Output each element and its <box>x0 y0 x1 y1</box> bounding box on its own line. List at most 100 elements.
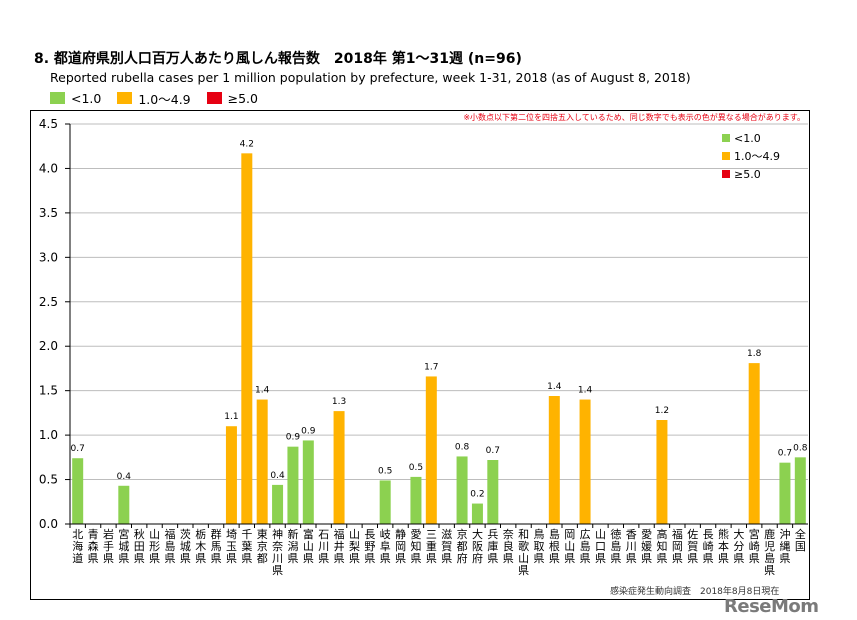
x-tick-label: 鳥取県 <box>533 527 544 565</box>
y-tick-label: 2.0 <box>39 339 58 353</box>
x-tick-label: 山梨県 <box>349 528 360 565</box>
data-label: 1.4 <box>547 382 562 392</box>
x-tick-label: 香川県 <box>626 528 637 565</box>
x-tick-label: 大分県 <box>733 527 744 565</box>
legend-item-high: ≥5.0 <box>206 90 258 106</box>
data-label: 0.7 <box>778 449 792 459</box>
inner-legend-swatch-low <box>722 134 730 142</box>
inner-legend-label-mid: 1.0～4.9 <box>734 150 780 163</box>
bar <box>656 420 668 524</box>
bar <box>456 456 468 524</box>
y-tick-label: 0.0 <box>39 517 58 531</box>
data-label: 0.7 <box>71 444 85 454</box>
bar <box>794 457 806 524</box>
legend-item-low: <1.0 <box>50 91 101 106</box>
gridlines <box>70 123 808 481</box>
legend-label-high: ≥5.0 <box>227 90 258 106</box>
y-tick-label: 2.5 <box>39 295 58 309</box>
x-tick-label: 岡山県 <box>564 528 575 565</box>
rounding-note: ※小数点以下第二位を四捨五入しているため、同じ数字でも表示の色が異なる場合があり… <box>463 112 805 122</box>
y-tick-label: 1.5 <box>39 384 58 398</box>
x-axis: 北海道青森県岩手県宮城県秋田県山形県福島県茨城県栃木県群馬県埼玉県千葉県東京都神… <box>69 523 808 577</box>
source-note: 感染症発生動向調査 2018年8月8日現在 <box>610 587 780 597</box>
x-tick-label: 佐賀県 <box>687 527 698 565</box>
bar <box>548 396 560 524</box>
x-tick-label: 石川県 <box>318 528 329 565</box>
y-tick-label: 0.5 <box>39 473 58 487</box>
legend-swatch-high <box>206 92 222 104</box>
data-label: 0.4 <box>117 472 132 482</box>
x-tick-label: 長野県 <box>364 528 375 565</box>
x-tick-label: 滋賀県 <box>441 528 452 565</box>
x-tick-label: 熊本県 <box>718 527 729 565</box>
bar <box>256 399 268 524</box>
x-tick-label: 和歌山県 <box>518 528 529 577</box>
legend-item-mid: 1.0～4.9 <box>117 89 191 108</box>
bar <box>748 363 760 524</box>
x-tick-label: 神奈川県 <box>272 527 283 577</box>
x-tick-label: 兵庫県 <box>487 528 498 565</box>
bar <box>471 503 483 524</box>
x-tick-label: 静岡県 <box>395 527 406 565</box>
x-tick-label: 富山県 <box>303 527 314 565</box>
data-label: 1.2 <box>655 406 669 416</box>
x-tick-label: 岩手県 <box>103 527 114 565</box>
x-tick-label: 広島県 <box>580 528 591 565</box>
chart-subtitle: Reported rubella cases per 1 million pop… <box>50 70 691 85</box>
bar <box>302 440 314 524</box>
bar <box>379 480 391 524</box>
data-label: 1.8 <box>747 349 762 359</box>
x-tick-label: 福井県 <box>334 527 345 565</box>
x-tick-label: 北海道 <box>72 528 83 565</box>
data-label: 0.8 <box>793 443 808 453</box>
inner-legend-swatch-mid <box>722 152 730 160</box>
data-label: 0.7 <box>486 446 500 456</box>
bar <box>287 446 299 524</box>
bar <box>272 484 284 524</box>
bar <box>118 485 130 524</box>
top-legend: <1.0 1.0～4.9 ≥5.0 <box>50 89 274 108</box>
y-tick-label: 3.5 <box>39 206 58 220</box>
bar <box>225 426 237 524</box>
y-axis: 0.0 0.5 1.0 1.5 2.0 2.5 3.0 3.5 4.0 4.5 <box>39 117 71 531</box>
inner-legend-label-high: ≥5.0 <box>734 168 761 181</box>
x-tick-label: 埼玉県 <box>226 527 237 565</box>
x-tick-label: 大阪府 <box>472 527 483 565</box>
x-tick-label: 東京都 <box>257 528 268 565</box>
x-tick-label: 宮崎県 <box>749 527 760 565</box>
legend-label-low: <1.0 <box>71 90 102 106</box>
bar <box>425 376 437 524</box>
x-tick-label: 秋田県 <box>134 527 145 565</box>
y-tick-label: 4.0 <box>39 161 58 175</box>
data-label: 0.9 <box>286 433 301 443</box>
bars: 0.70.41.14.21.40.40.90.91.30.5 0.51.70.80… <box>71 139 808 525</box>
bar <box>579 399 591 524</box>
x-tick-label: 京都府 <box>457 527 468 565</box>
data-label: 1.1 <box>224 412 238 422</box>
legend-swatch-mid <box>117 92 133 104</box>
x-tick-label: 高知県 <box>656 527 667 565</box>
watermark-logo: ReseMom <box>724 596 819 617</box>
legend-label-mid: 1.0～4.9 <box>138 91 191 107</box>
data-label: 1.3 <box>332 397 346 407</box>
inner-legend-label-low: <1.0 <box>734 132 761 145</box>
bar <box>410 476 422 524</box>
x-tick-label: 福岡県 <box>672 527 683 565</box>
y-tick-label: 3.0 <box>39 250 58 264</box>
x-tick-label: 三重県 <box>426 528 437 565</box>
bar <box>779 462 791 524</box>
x-tick-label: 宮城県 <box>118 527 129 565</box>
x-tick-label: 栃木県 <box>195 527 206 565</box>
data-label: 1.4 <box>578 386 593 396</box>
x-tick-label: 長崎県 <box>703 528 714 565</box>
data-label: 0.2 <box>470 490 484 500</box>
x-tick-label: 沖縄県 <box>779 528 790 565</box>
data-label: 1.7 <box>424 362 438 372</box>
x-tick-label: 徳島県 <box>610 528 621 565</box>
inner-legend: <1.0 1.0～4.9 ≥5.0 <box>722 132 780 181</box>
bar <box>487 460 499 524</box>
data-label: 1.4 <box>255 386 270 396</box>
x-tick-label: 茨城県 <box>180 527 191 565</box>
x-tick-label: 青森県 <box>88 528 99 565</box>
x-tick-label: 千葉県 <box>241 528 252 565</box>
